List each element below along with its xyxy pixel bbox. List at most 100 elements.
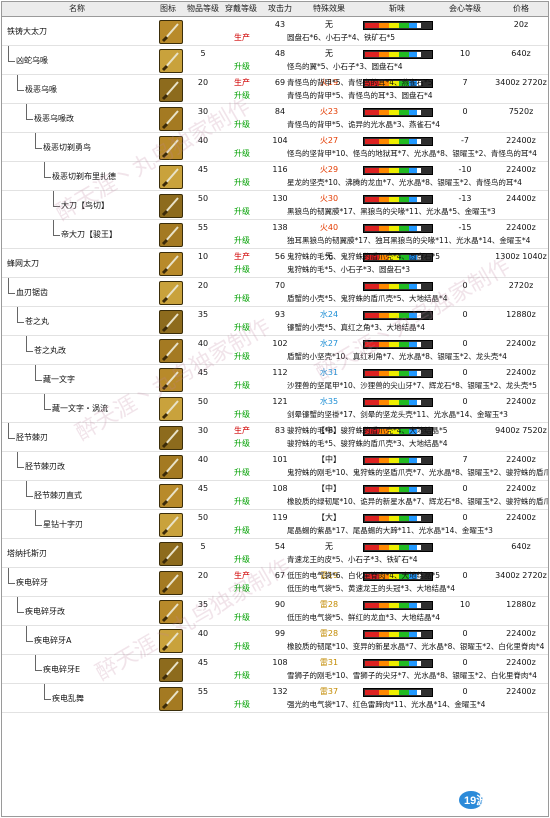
attack-value: 70: [274, 281, 286, 290]
sharpness-segment: [389, 487, 399, 492]
special-effect: 无: [325, 542, 333, 551]
tree-branch: [8, 292, 15, 294]
table-row: 苍之丸 35 93 水24 0 12880z 升级 镰蟹的小壳*5、真红之角*3、大地结晶*4: [2, 307, 548, 336]
table-row: 藏一文字 45 112 水31 0 22400z 升级 沙狸兽的坚尾甲*10、沙狸兽的尖山牙*…: [2, 365, 548, 394]
tree-branch: [17, 321, 24, 323]
affinity-value: 0: [462, 687, 468, 696]
weapon-name: 极恶切剃勇鸟: [42, 141, 92, 153]
sharpness-bar: [363, 688, 433, 697]
sharpness-segment: [389, 342, 399, 347]
price-value: 22400z: [506, 484, 536, 493]
attack-value: 108: [272, 484, 288, 493]
rarity-value: 30: [197, 426, 209, 435]
materials-text: 低压的电气袋*5、黄速龙王的头冠*3、大地结晶*4: [287, 584, 456, 593]
sharpness-segment: [379, 545, 389, 550]
sharpness-segment: [365, 690, 379, 695]
weapon-name: 藏一文字: [42, 373, 76, 385]
rarity-value: 45: [197, 368, 209, 377]
tree-branch: [17, 597, 18, 612]
sharpness-segment: [379, 168, 389, 173]
sharpness-segment: [409, 313, 417, 318]
sharpness-segment: [379, 23, 389, 28]
table-row: 苍之丸改 40 102 水27 0 22400z 升级 盾蟹的小坚壳*10、真红利角*7、光水…: [2, 336, 548, 365]
sharpness-segment: [399, 458, 409, 463]
tree-branch: [8, 568, 9, 583]
sharpness-segment: [389, 81, 399, 86]
sharpness-segment: [389, 197, 399, 202]
sharpness-bar: [363, 108, 433, 117]
attack-value: 121: [272, 397, 288, 406]
weapon-icon: [159, 20, 183, 44]
rarity-value: 10: [197, 252, 209, 261]
attack-value: 99: [274, 629, 286, 638]
materials-text: 镰蟹的小壳*5、真红之角*3、大地结晶*4: [287, 323, 426, 332]
price-value: 22400z: [506, 658, 536, 667]
action-label: 升级: [234, 468, 250, 477]
tree-branch: [26, 481, 27, 496]
weapon-name: 苍之丸改: [33, 344, 67, 356]
sharpness-segment: [417, 139, 421, 144]
attack-value: 108: [272, 658, 288, 667]
weapon-icon: [159, 571, 183, 595]
sharpness-segment: [409, 603, 417, 608]
sharpness-bar: [363, 21, 433, 30]
sharpness-segment: [417, 110, 421, 115]
affinity-value: -10: [458, 165, 472, 174]
sharpness-segment: [399, 545, 409, 550]
attack-value: 84: [274, 107, 286, 116]
sharpness-segment: [409, 52, 417, 57]
sharpness-segment: [399, 661, 409, 666]
action-label: 升级: [234, 149, 250, 158]
weapon-name: 极恶切剃布里扎德: [51, 170, 117, 182]
sharpness-segment: [399, 603, 409, 608]
price-value: 2720z: [508, 281, 534, 290]
sharpness-bar: [363, 50, 433, 59]
sharpness-segment: [409, 545, 417, 550]
special-effect: 水31: [319, 368, 339, 377]
sharpness-bar: [363, 195, 433, 204]
materials-text: 独耳黑狼鸟的韧翼膜*17、独耳黑狼鸟的尖喙*11、光水晶*14、金曜玉*4: [287, 236, 531, 245]
sharpness-segment: [399, 226, 409, 231]
price-value: 22400z: [506, 223, 536, 232]
sharpness-segment: [409, 661, 417, 666]
weapon-icon: [159, 252, 183, 276]
sharpness-segment: [379, 603, 389, 608]
weapon-name: 铁铸大太刀: [6, 25, 48, 37]
sharpness-segment: [365, 255, 379, 260]
tree-branch: [26, 336, 27, 351]
sharpness-segment: [365, 574, 379, 579]
attack-value: 67: [274, 571, 286, 580]
sharpness-segment: [365, 429, 379, 434]
table-row: 蜂网太刀 10 56 无 1300z 1040z 生产 鬼狩蛛的毛*6、鬼狩蛛的盾爪壳*4、…: [2, 249, 548, 278]
weapon-name: 大刀【鸟切】: [60, 199, 110, 211]
weapon-name: 凶蛇乌喙: [15, 54, 49, 66]
sharpness-segment: [399, 168, 409, 173]
sharpness-segment: [365, 661, 379, 666]
attack-value: 69: [274, 78, 286, 87]
action-label: 升级: [234, 642, 250, 651]
table-row: 极恶乌喙 20 69 火19 7 3400z 2720z 生产 青怪鸟的背甲*5、青怪鸟的耳*…: [2, 75, 548, 104]
tree-branch: [26, 495, 33, 497]
sharpness-segment: [365, 516, 379, 521]
affinity-value: 7: [462, 78, 468, 87]
weapon-icon: [159, 658, 183, 682]
weapon-icon: [159, 426, 183, 450]
weapon-icon: [159, 310, 183, 334]
action-label: 生产: [234, 33, 250, 42]
materials-text: 怪鸟的翼*5、小石子*3、圆盘石*4: [287, 62, 403, 71]
tree-branch: [8, 437, 15, 439]
sharpness-segment: [417, 516, 421, 521]
sharpness-segment: [417, 342, 421, 347]
table-row: 极恶乌喙改 30 84 火23 0 7520z 升级 青怪鸟的背甲*5、诡异的光水晶*3、燕雀…: [2, 104, 548, 133]
weapon-name: 疾电碎牙改: [24, 605, 66, 617]
tree-branch: [44, 698, 51, 700]
sharpness-segment: [389, 226, 399, 231]
materials-text: 鬼狩蛛的刚毛*10、鬼狩蛛的坚盾爪壳*7、光水晶*8、银曜玉*2、骏狩蛛的盾爪壳…: [287, 468, 549, 477]
attack-value: 138: [272, 223, 288, 232]
tree-branch: [8, 278, 9, 293]
sharpness-segment: [409, 23, 417, 28]
affinity-value: 0: [462, 310, 468, 319]
materials-text: 青怪鸟的背甲*5、青怪鸟的耳*4、燕雀石*5: [287, 78, 433, 87]
affinity-value: 10: [459, 49, 471, 58]
sharpness-segment: [409, 139, 417, 144]
